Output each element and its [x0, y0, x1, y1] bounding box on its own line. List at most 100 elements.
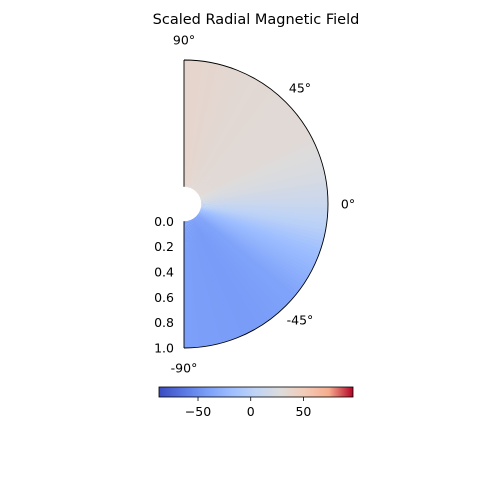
field-sector: [184, 204, 325, 250]
field-sector: [184, 204, 327, 242]
field-sector: [184, 204, 255, 335]
field-sector: [184, 204, 277, 320]
radial-tick-label: 1.0: [154, 341, 174, 356]
field-sector: [184, 204, 262, 331]
field-sector: [184, 60, 219, 205]
theta-tick-label: 0°: [341, 197, 355, 212]
field-sector: [184, 204, 326, 246]
field-sector: [184, 60, 204, 204]
field-sector: [184, 60, 192, 204]
field-sector: [184, 204, 305, 290]
colorbar-tick-label: 50: [295, 404, 311, 419]
field-sector: [184, 108, 298, 204]
field-sector: [184, 204, 274, 323]
field-sector: [184, 71, 251, 204]
colorbar-tick-label: 0: [247, 404, 255, 419]
field-sector: [184, 130, 313, 204]
radial-tick-label: 0.8: [154, 315, 174, 330]
field-heatmap: [184, 60, 328, 348]
theta-tick-label: 45°: [289, 81, 311, 96]
theta-tick-label: -90°: [171, 361, 198, 376]
field-sector: [184, 60, 207, 204]
radial-tick-label: 0.2: [154, 239, 174, 254]
field-sector: [184, 78, 264, 204]
theta-tick-label: -45°: [287, 312, 314, 327]
chart-title: Scaled Radial Magnetic Field: [153, 12, 360, 28]
field-sector: [184, 114, 303, 204]
field-sector: [184, 123, 309, 204]
plot-outline: [183, 59, 329, 349]
radial-tick-label: 0.0: [154, 214, 174, 229]
field-sector: [184, 60, 196, 204]
field-sector: [184, 204, 280, 318]
field-sector: [184, 70, 247, 204]
field-sector: [184, 100, 290, 204]
field-sector: [184, 60, 200, 204]
field-sector: [184, 89, 279, 204]
field-sector: [184, 64, 233, 204]
theta-tick-labels: 90° 45° 0° -45° -90°: [171, 33, 355, 376]
field-sector: [184, 126, 311, 204]
field-sector: [184, 67, 240, 205]
field-sector: [184, 204, 328, 239]
field-sector: [184, 204, 303, 293]
field-sector: [184, 204, 328, 212]
field-sector: [184, 204, 291, 308]
field-sector: [184, 60, 188, 204]
field-sector: [184, 60, 211, 204]
field-sector: [184, 120, 307, 204]
field-sector: [184, 204, 301, 296]
colorbar: [158, 386, 354, 398]
field-sector: [184, 204, 328, 224]
field-sector: [184, 204, 283, 316]
field-sector: [184, 204, 318, 267]
field-sector: [184, 204, 320, 264]
field-sector: [184, 204, 271, 325]
field-sector: [184, 111, 300, 204]
colorbar-tick-label: −50: [185, 404, 211, 419]
theta-tick-label: 90°: [173, 33, 195, 48]
field-sector: [184, 204, 313, 277]
field-sector: [184, 204, 328, 231]
field-sector: [184, 83, 270, 204]
field-sector: [184, 204, 328, 220]
field-sector: [184, 105, 296, 204]
field-sector: [184, 204, 311, 281]
colorbar-ticks: −50 0 50: [185, 397, 311, 419]
field-sector: [184, 202, 328, 208]
field-sector: [184, 68, 244, 204]
field-sector: [184, 97, 288, 204]
field-sector: [184, 204, 268, 327]
field-sector: [184, 204, 265, 329]
field-sector: [184, 204, 317, 271]
field-sector: [184, 204, 328, 216]
field-sector: [184, 117, 305, 204]
field-sector: [184, 204, 328, 227]
field-sector: [184, 102, 293, 204]
field-sector: [184, 204, 258, 333]
field-sector: [184, 204, 286, 313]
field-sector: [184, 204, 296, 302]
field-sector: [184, 204, 328, 235]
field-sector: [184, 87, 276, 204]
field-sector: [184, 62, 226, 204]
radial-tick-labels: 0.0 0.2 0.4 0.6 0.8 1.0: [154, 214, 174, 356]
field-sector: [184, 133, 315, 204]
field-sector: [184, 77, 261, 204]
field-sector: [184, 204, 321, 260]
field-sector: [184, 81, 267, 204]
field-sector: [184, 204, 315, 274]
field-sector: [184, 75, 257, 205]
field-sector: [184, 60, 215, 204]
field-sector: [184, 92, 282, 204]
field-sector: [184, 61, 222, 205]
field-sector: [184, 204, 288, 310]
field-sector: [184, 94, 285, 204]
field-sector: [184, 204, 322, 257]
field-sector: [184, 204, 310, 284]
field-sector: [184, 204, 294, 305]
field-sector: [184, 63, 230, 204]
field-sector: [184, 85, 273, 204]
field-sector: [184, 204, 299, 299]
field-sector: [184, 204, 324, 253]
